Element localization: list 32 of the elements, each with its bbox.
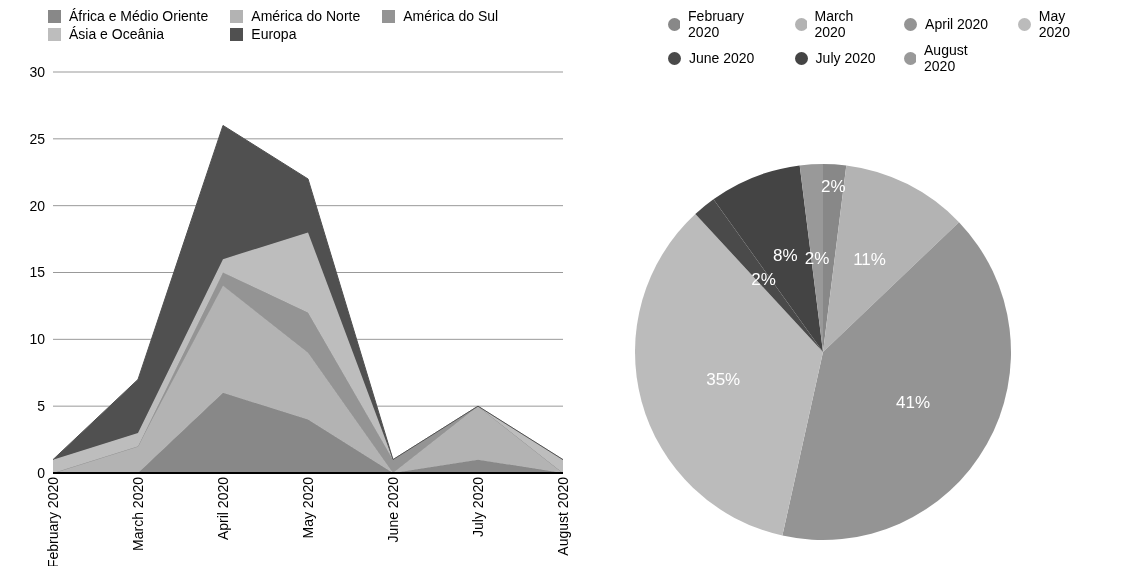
x-tick-label: March 2020 bbox=[129, 476, 146, 551]
y-tick-label: 25 bbox=[29, 130, 46, 147]
legend-label: August 2020 bbox=[924, 42, 969, 74]
legend-label: March 2020 bbox=[814, 8, 855, 40]
data-label: 2% bbox=[751, 269, 776, 289]
legend-label: May 2020 bbox=[1038, 8, 1071, 40]
legend-label: April 2020 bbox=[925, 16, 989, 32]
y-tick-label: 5 bbox=[37, 398, 46, 415]
legend-label: June 2020 bbox=[689, 50, 755, 66]
legend-label: América do Norte bbox=[251, 8, 361, 24]
legend-label: Ásia e Oceânia bbox=[69, 26, 164, 42]
data-label: 2% bbox=[821, 177, 846, 197]
y-tick-label: 15 bbox=[29, 264, 46, 281]
x-tick-label: August 2020 bbox=[554, 476, 571, 556]
legend-label: África e Médio Oriente bbox=[69, 8, 209, 24]
x-tick-label: July 2020 bbox=[469, 476, 486, 537]
data-label: 35% bbox=[706, 369, 741, 389]
data-label: 8% bbox=[773, 246, 798, 266]
data-label: 11% bbox=[853, 250, 886, 270]
legend-label: Europa bbox=[251, 26, 297, 42]
x-tick-label: February 2020 bbox=[44, 476, 61, 566]
x-tick-label: April 2020 bbox=[214, 476, 231, 541]
y-tick-label: 0 bbox=[37, 464, 46, 481]
y-tick-label: 20 bbox=[29, 197, 46, 214]
y-tick-label: 10 bbox=[29, 331, 46, 348]
y-tick-label: 30 bbox=[29, 63, 46, 80]
legend-label: February 2020 bbox=[688, 8, 746, 40]
data-label: 41% bbox=[896, 393, 931, 413]
x-tick-label: June 2020 bbox=[384, 476, 401, 543]
legend-label: July 2020 bbox=[815, 50, 876, 66]
legend-label: América do Sul bbox=[403, 8, 499, 24]
x-tick-label: May 2020 bbox=[299, 476, 316, 539]
